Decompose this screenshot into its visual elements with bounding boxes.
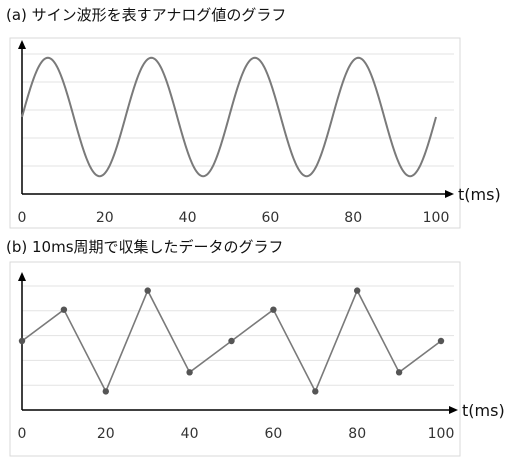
- data-point: [437, 337, 445, 345]
- x-tick-label: 20: [96, 210, 114, 226]
- sine-wave-chart: t(ms) 0 20 40 60 80 100: [9, 37, 501, 229]
- x-tick-label: 40: [179, 210, 197, 226]
- x-tick-label: 0: [18, 426, 27, 442]
- data-point: [186, 369, 193, 376]
- x-unit-label: t(ms): [462, 401, 505, 420]
- x-tick-label: 20: [97, 426, 115, 442]
- x-tick-label: 60: [264, 426, 282, 442]
- plot-frame: [9, 261, 461, 457]
- series-line: [21, 56, 437, 178]
- x-unit-label: t(ms): [458, 185, 501, 204]
- x-tick-label: 40: [181, 426, 199, 442]
- data-point: [354, 287, 361, 294]
- data-point: [312, 388, 319, 395]
- chart-b-title: (b) 10ms周期で収集したデータのグラフ: [6, 238, 284, 256]
- data-point: [102, 388, 110, 395]
- x-tick-label: 60: [261, 210, 279, 226]
- data-point: [144, 287, 151, 294]
- data-point: [270, 306, 277, 313]
- data-point: [228, 337, 235, 345]
- sampled-data-chart: t(ms) 0 20 40 60 80 100: [9, 261, 505, 457]
- x-tick-label: 80: [348, 426, 366, 442]
- data-point: [18, 337, 26, 345]
- x-axis-arrow: [445, 190, 454, 198]
- x-tick-label: 100: [423, 210, 450, 226]
- x-tick-label: 100: [428, 426, 455, 442]
- data-point: [395, 369, 403, 376]
- y-axis-arrow: [18, 40, 26, 49]
- y-axis-arrow: [18, 272, 26, 281]
- x-axis-arrow: [449, 406, 458, 414]
- x-tick-label: 0: [18, 210, 27, 226]
- data-point: [60, 306, 68, 313]
- chart-a-title: (a) サイン波形を表すアナログ値のグラフ: [6, 6, 287, 24]
- x-tick-label: 80: [344, 210, 362, 226]
- plot-frame: [9, 37, 461, 229]
